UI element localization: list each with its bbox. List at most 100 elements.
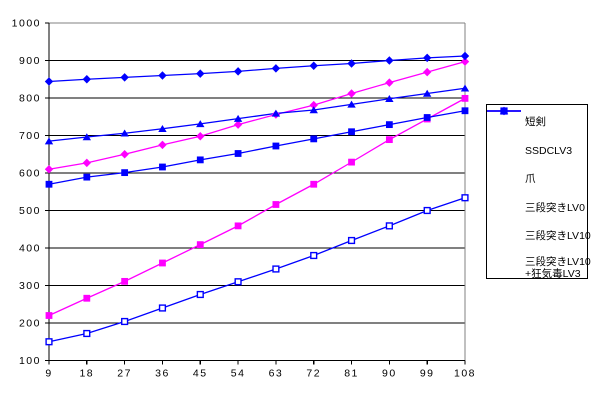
legend-key-square-filled-icon	[487, 107, 524, 128]
marker-triangle-icon	[233, 114, 243, 122]
y-axis-label: 200	[19, 318, 41, 330]
marker-diamond-icon	[82, 158, 92, 168]
marker-open-square-icon	[158, 304, 167, 312]
y-axis-label: 700	[19, 130, 41, 142]
legend-label: 短剣	[525, 116, 546, 129]
marker-diamond-icon	[44, 165, 54, 174]
y-axis-label: 900	[19, 55, 41, 67]
marker-open-square-icon	[83, 329, 91, 338]
y-axis-label: 300	[19, 280, 41, 292]
legend-item: 三段突きLV10 +狂気毒LV3	[487, 106, 591, 285]
legend-key-diamond-filled-icon	[487, 106, 524, 157]
x-axis-label: 72	[306, 368, 321, 380]
legend-key-diamond-filled-icon	[487, 106, 524, 274]
marker-triangle-icon	[422, 89, 432, 97]
x-axis-label: 54	[231, 368, 246, 380]
series-line-0	[48, 97, 466, 317]
series-line-1	[48, 60, 466, 170]
marker-square-icon	[385, 121, 393, 129]
series-line-3	[48, 110, 466, 185]
legend-label: 三段突きLV0	[525, 201, 585, 214]
x-axis-label: 99	[420, 368, 435, 380]
marker-triangle-icon	[158, 124, 167, 132]
marker-square-icon	[272, 142, 280, 150]
x-axis-label: 81	[344, 368, 359, 380]
marker-square-icon	[159, 259, 166, 267]
marker-diamond-icon	[347, 59, 356, 68]
marker-diamond-icon	[44, 77, 54, 86]
marker-diamond-icon	[499, 106, 509, 116]
legend-label: 三段突きLV10	[525, 230, 591, 243]
marker-open-square-icon	[347, 236, 356, 245]
y-axis-label: 1000	[12, 18, 41, 30]
marker-triangle-icon	[309, 106, 318, 114]
legend-key-square-open-icon	[487, 107, 524, 185]
marker-square-icon	[83, 173, 91, 181]
marker-square-icon	[121, 277, 129, 285]
marker-square-icon	[45, 180, 53, 188]
marker-square-icon	[196, 241, 204, 249]
y-axis-label: 600	[19, 168, 41, 180]
legend-item: 三段突きLV10	[487, 107, 591, 251]
marker-square-icon	[196, 156, 204, 164]
marker-diamond-icon	[460, 51, 470, 61]
x-axis-label: 45	[193, 368, 208, 380]
marker-open-square-icon	[121, 317, 129, 326]
legend-key-triangle-filled-icon	[487, 107, 524, 242]
x-axis-label: 90	[382, 368, 397, 380]
marker-open-square-icon	[423, 206, 431, 215]
marker-triangle-icon	[120, 129, 129, 137]
series-line-5	[48, 55, 466, 83]
legend-key-square-filled-icon	[487, 107, 524, 214]
marker-diamond-icon	[347, 89, 356, 98]
marker-diamond-icon	[158, 140, 167, 150]
marker-triangle-icon	[460, 84, 470, 92]
marker-diamond-icon	[309, 100, 318, 110]
legend-label: 三段突きLV10 +狂気毒LV3	[525, 255, 591, 280]
legend-item: 爪	[487, 107, 587, 194]
marker-diamond-icon	[460, 57, 470, 66]
marker-diamond-icon	[422, 67, 432, 77]
marker-open-square-icon	[196, 290, 204, 299]
marker-diamond-icon	[309, 61, 318, 70]
marker-triangle-icon	[196, 120, 205, 128]
series-line-4	[48, 87, 466, 142]
marker-diamond-icon	[422, 53, 432, 63]
legend-label: 爪	[525, 173, 536, 186]
marker-diamond-icon	[271, 64, 281, 73]
marker-diamond-icon	[385, 78, 394, 87]
marker-square-icon	[121, 169, 129, 177]
x-axis-label: 108	[454, 368, 476, 380]
y-axis-label: 500	[19, 205, 41, 217]
marker-square-icon	[423, 114, 431, 121]
marker-square-icon	[45, 312, 53, 319]
marker-square-icon	[310, 135, 318, 143]
marker-square-icon	[310, 180, 318, 188]
marker-square-icon	[385, 136, 393, 144]
marker-diamond-icon	[233, 120, 243, 129]
marker-diamond-icon	[233, 67, 243, 76]
marker-triangle-icon	[271, 109, 281, 117]
x-axis-label: 9	[45, 368, 52, 380]
marker-diamond-icon	[158, 71, 167, 80]
y-axis-label: 400	[19, 243, 41, 255]
legend-label: SSDCLV3	[525, 144, 573, 157]
marker-open-square-icon	[385, 222, 393, 230]
series-line-2	[48, 197, 466, 343]
marker-triangle-icon	[82, 133, 92, 141]
marker-square-icon	[234, 150, 242, 157]
marker-square-icon	[159, 163, 166, 171]
marker-square-icon	[348, 128, 355, 136]
x-axis-label: 63	[269, 368, 284, 380]
marker-diamond-icon	[120, 73, 129, 82]
legend-item: 三段突きLV0	[487, 107, 587, 223]
marker-open-square-icon	[310, 251, 318, 260]
marker-triangle-icon	[347, 100, 356, 108]
marker-open-square-icon	[45, 338, 53, 346]
x-axis-label: 36	[155, 368, 170, 380]
marker-diamond-icon	[120, 150, 129, 159]
marker-square-icon	[83, 294, 91, 302]
marker-triangle-icon	[44, 137, 54, 145]
